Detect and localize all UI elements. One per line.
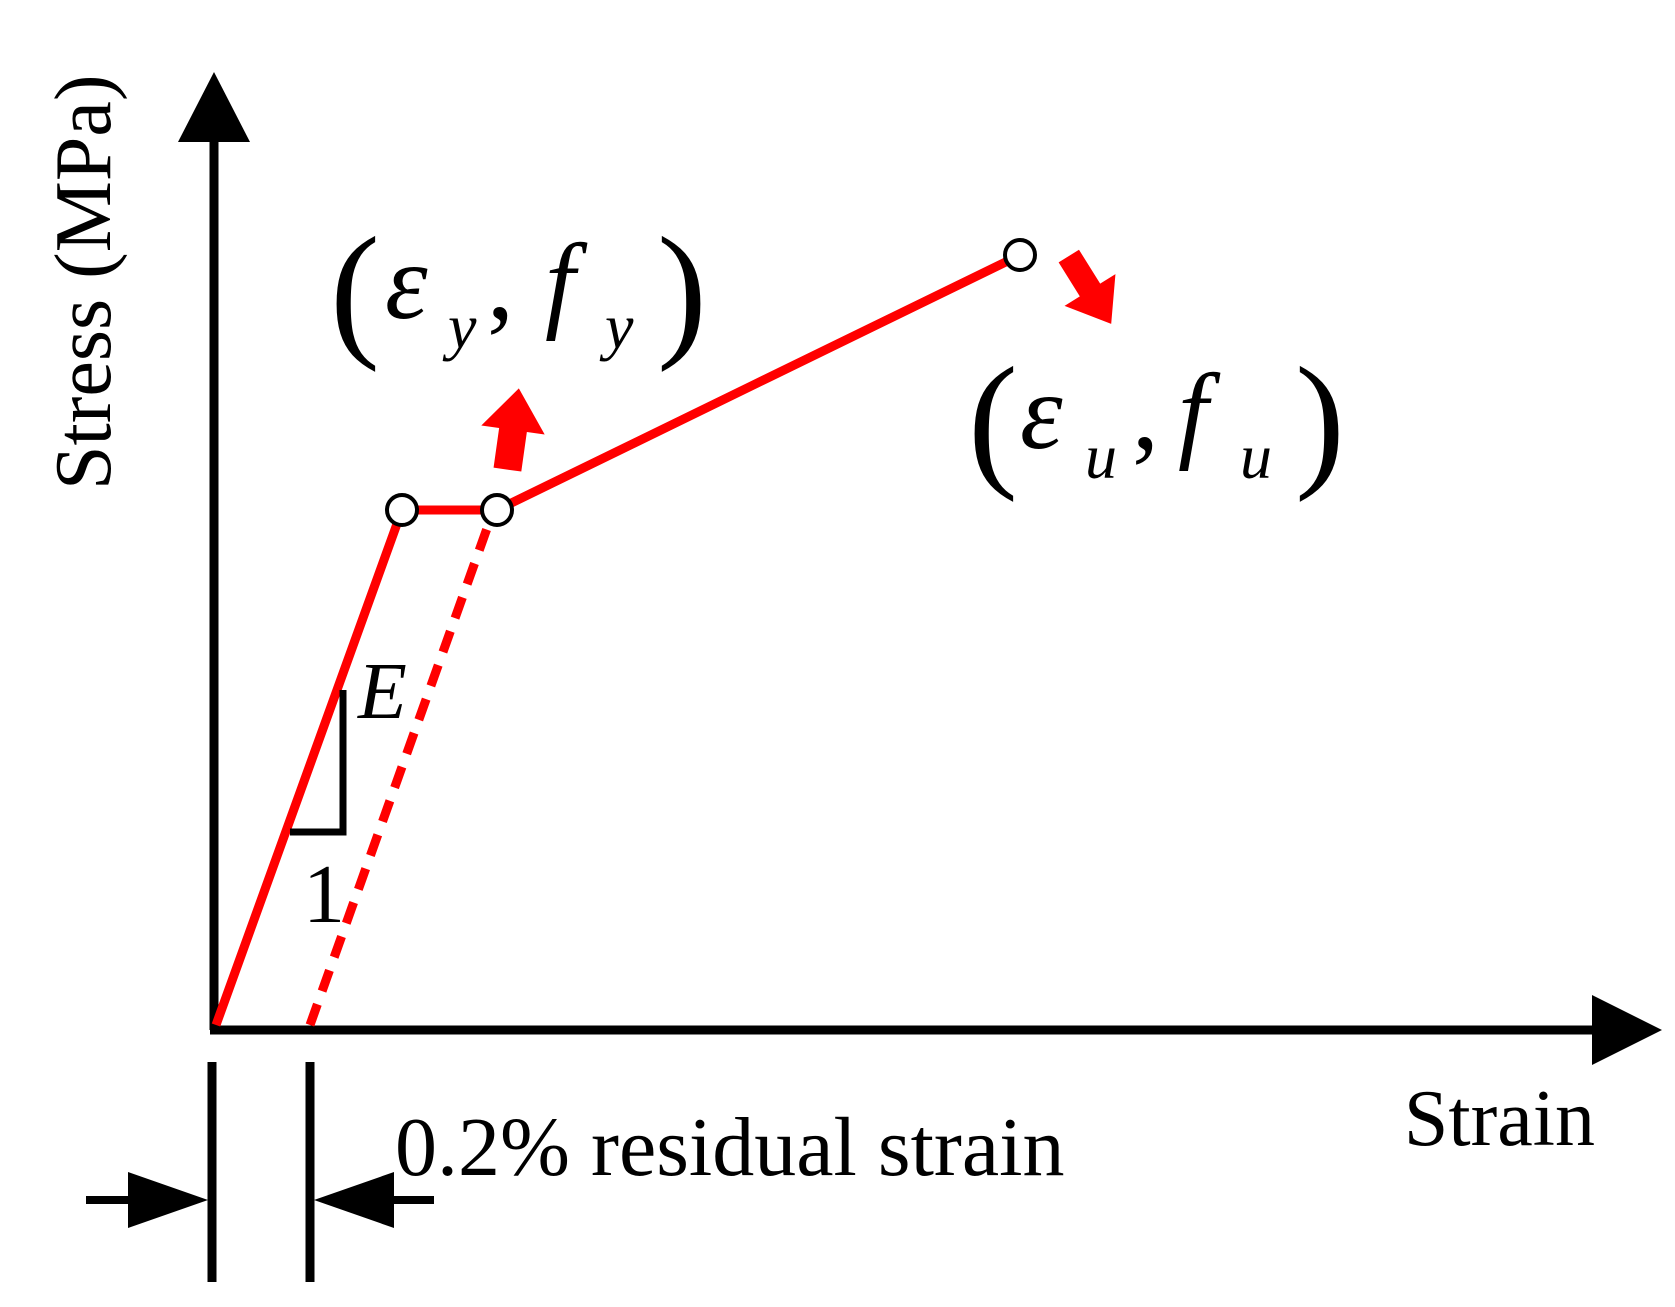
ultimate-point-label: ( ε u , f u ) [968,337,1345,503]
svg-text:): ) [657,207,707,373]
dimension-arrow-right-head [314,1172,394,1228]
yield-point-marker [480,493,514,527]
ultimate-f-sub: u [1240,421,1272,492]
yield-f: f [545,223,588,342]
ultimate-f: f [1178,353,1221,472]
yield-eps: ε [385,223,428,342]
y-axis-label: Stress (MPa) [40,74,128,490]
yield-eps-sub: y [442,291,477,362]
ultimate-comma: , [1132,353,1159,472]
ultimate-eps-sub: u [1085,421,1117,492]
y-axis-arrowhead [178,72,250,142]
x-axis-label: Strain [1404,1075,1595,1163]
yield-pointer-arrow [481,388,545,472]
svg-text:(: ( [330,207,380,373]
x-axis-arrowhead [1592,995,1662,1065]
ultimate-pointer-arrow [1058,249,1116,324]
offset-line [305,518,495,1027]
yield-comma: , [487,223,514,342]
yield-point-label: ( ε y , f y ) [330,207,707,373]
modulus-label: E [357,648,407,736]
proportional-limit-marker [385,493,419,527]
stress-strain-curve [211,250,1022,1027]
svg-text:(: ( [968,337,1018,503]
slope-triangle [290,690,347,836]
residual-strain-label: 0.2% residual strain [395,1101,1065,1194]
yield-f-sub: y [599,291,634,362]
ultimate-eps: ε [1020,353,1063,472]
svg-text:): ) [1295,337,1345,503]
ultimate-point-marker [1003,238,1037,272]
dimension-arrow-left-head [128,1172,208,1228]
slope-run-label: 1 [303,848,345,941]
